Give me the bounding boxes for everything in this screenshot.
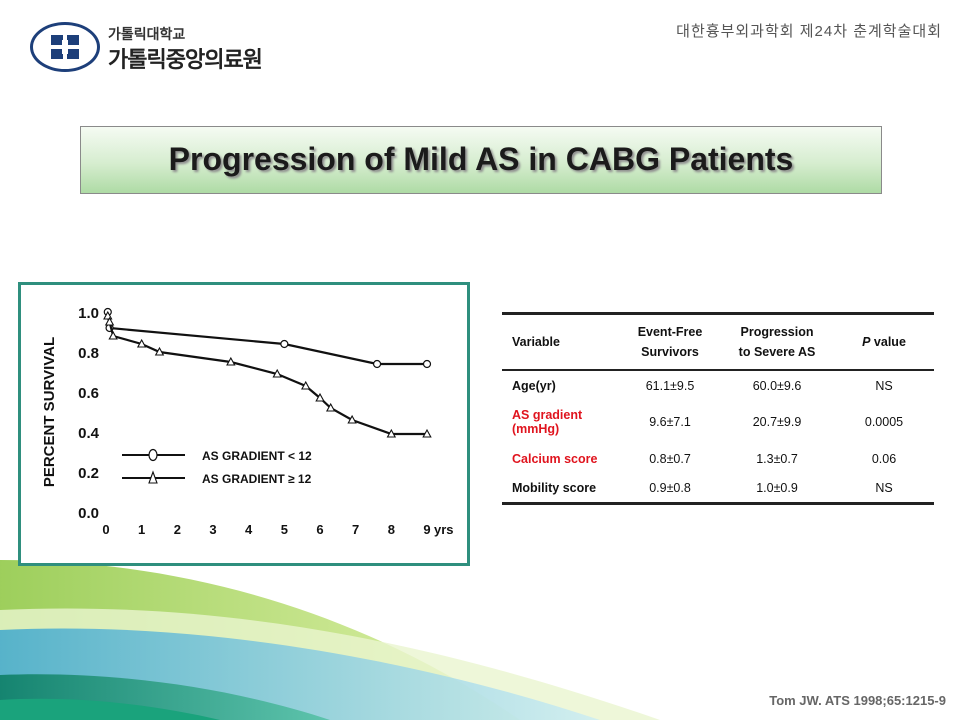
- x-tick-label: 2: [174, 522, 181, 537]
- title-banner: Progression of Mild AS in CABG Patients: [80, 126, 882, 194]
- data-point-triangle: [386, 428, 397, 438]
- table-row: Calcium score 0.8±0.7 1.3±0.7 0.06: [502, 444, 934, 473]
- data-point-circle: [280, 339, 289, 349]
- x-unit-label: yrs: [434, 522, 454, 537]
- legend-label: AS GRADIENT ≥ 12: [202, 472, 312, 486]
- header-progression: Progression to Severe AS: [720, 322, 834, 362]
- legend-marker-triangle: [148, 470, 158, 484]
- cell-efs: 61.1±9.5: [645, 378, 695, 393]
- table-row: AS gradient (mmHg) 9.6±7.1 20.7±9.9 0.00…: [502, 400, 934, 444]
- cell-variable: Mobility score: [512, 480, 597, 495]
- org-name: 가톨릭중앙의료원: [108, 47, 263, 72]
- table-row: Age(yr) 61.1±9.5 60.0±9.6 NS: [502, 371, 934, 400]
- cell-efs: 0.8±0.7: [649, 451, 691, 466]
- data-point-circle: [422, 359, 432, 369]
- cell-p: 0.06: [871, 451, 897, 466]
- university-seal-icon: [30, 22, 100, 72]
- conference-name: 대한흉부외과학회 제24차 춘계학술대회: [676, 23, 942, 40]
- y-tick-label: 0.0: [78, 505, 99, 522]
- legend-marker-circle: [148, 448, 158, 462]
- series-line: [106, 315, 427, 436]
- y-tick-label: 1.0: [78, 305, 99, 322]
- data-point-triangle: [315, 392, 325, 402]
- x-tick-label: 9: [423, 522, 430, 537]
- data-point-circle: [372, 359, 382, 369]
- cell-p: 0.0005: [864, 415, 904, 429]
- header-progression-line1: Progression: [740, 325, 814, 339]
- cell-variable-line2: (mmHg): [512, 422, 560, 436]
- data-point-triangle: [226, 356, 236, 366]
- cell-variable: Calcium score: [512, 451, 598, 466]
- y-axis-label: PERCENT SURVIVAL: [41, 337, 58, 487]
- cell-efs: 0.9±0.8: [649, 480, 691, 495]
- cell-prog: 60.0±9.6: [752, 378, 802, 393]
- x-tick-label: 4: [245, 522, 253, 537]
- table-row: Mobility score 0.9±0.8 1.0±0.9 NS: [502, 473, 934, 502]
- cell-prog: 20.7±9.9: [752, 415, 802, 429]
- x-tick-label: 6: [316, 522, 323, 537]
- y-tick-label: 0.2: [78, 465, 99, 482]
- results-table: Variable Event-Free Survivors Progressio…: [502, 312, 934, 505]
- data-point-triangle: [325, 402, 336, 412]
- y-tick-label: 0.6: [78, 385, 99, 402]
- header-event-free-line1: Event-Free: [637, 325, 703, 339]
- x-tick-label: 7: [352, 522, 359, 537]
- header-event-free: Event-Free Survivors: [620, 322, 720, 362]
- table-rule-top: [502, 312, 934, 315]
- x-tick-label: 8: [388, 522, 395, 537]
- x-tick-label: 5: [281, 522, 288, 537]
- series-line: [106, 311, 427, 366]
- cell-prog: 1.0±0.9: [756, 480, 798, 495]
- cell-variable: AS gradient (mmHg): [502, 408, 620, 436]
- data-point-triangle: [301, 380, 311, 390]
- data-point-triangle: [136, 338, 147, 348]
- org-subtitle: 가톨릭대학교: [108, 26, 186, 42]
- cell-variable-line1: AS gradient: [512, 408, 583, 422]
- data-point-triangle: [154, 346, 165, 356]
- citation: Tom JW. ATS 1998;65:1215-9: [769, 693, 946, 708]
- y-tick-label: 0.8: [78, 345, 99, 362]
- table-header-row: Variable Event-Free Survivors Progressio…: [502, 315, 934, 369]
- survival-chart-frame: 0.0 0.2 0.4 0.6 0.8 1.0 0 1 2 3 4 5 6 7 8 9 yrs PERCENT S…: [18, 282, 470, 566]
- cell-efs: 9.6±7.1: [649, 415, 691, 429]
- table-rule-mid: [502, 369, 934, 371]
- data-point-triangle: [347, 414, 357, 424]
- legend-label: AS GRADIENT < 12: [202, 449, 312, 463]
- x-tick-label: 0: [102, 522, 109, 537]
- header-p-letter: P: [862, 335, 871, 349]
- y-tick-label: 0.4: [78, 425, 100, 442]
- x-tick-label: 1: [138, 522, 145, 537]
- header-variable: Variable: [512, 335, 560, 349]
- header-progression-line2: to Severe AS: [738, 345, 816, 359]
- header-p-value: P value: [834, 335, 934, 349]
- header-event-free-line2: Survivors: [641, 345, 699, 359]
- data-point-triangle: [422, 428, 432, 438]
- table-rule-bottom: [502, 502, 934, 505]
- data-point-triangle: [272, 368, 282, 378]
- cell-p: NS: [875, 480, 893, 495]
- university-logo: 가톨릭대학교 가톨릭중앙의료원: [30, 22, 290, 74]
- survival-chart: 0.0 0.2 0.4 0.6 0.8 1.0 0 1 2 3 4 5 6 7 8 9 yrs PERCENT S…: [41, 305, 454, 537]
- x-tick-label: 3: [209, 522, 216, 537]
- cell-p: NS: [875, 378, 893, 393]
- data-point-triangle: [104, 316, 115, 326]
- header-p-rest: value: [870, 335, 906, 349]
- cell-variable: Age(yr): [512, 378, 556, 393]
- data-point-triangle: [108, 330, 118, 340]
- slide-title: Progression of Mild AS in CABG Patients: [168, 141, 794, 177]
- cell-prog: 1.3±0.7: [756, 451, 798, 466]
